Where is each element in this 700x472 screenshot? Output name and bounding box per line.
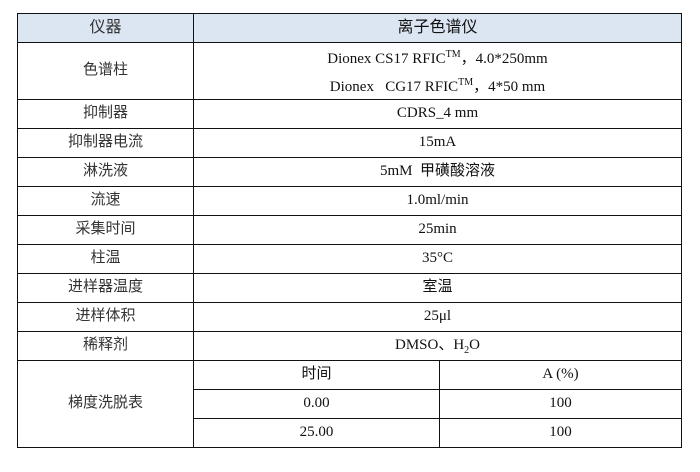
table-row: 流速 1.0ml/min	[17, 186, 682, 216]
gradient-header-time: 时间	[193, 360, 440, 390]
gradient-row: 0.00 100	[18, 389, 682, 419]
text: DMSO、H	[394, 336, 465, 353]
text: ，4*50 mm	[473, 79, 546, 95]
gradient-time: 0.00	[193, 389, 440, 419]
row-value: DMSO、H2O	[193, 331, 682, 361]
row-label: 抑制器	[17, 99, 194, 129]
gradient-a: 100	[439, 418, 682, 448]
row-value: 5mM 甲磺酸溶液	[193, 157, 682, 187]
row-label: 柱温	[17, 244, 194, 274]
row-value: 15mA	[193, 128, 682, 158]
text: ，4.0*250mm	[460, 51, 548, 67]
table-row: 淋洗液 5mM 甲磺酸溶液	[17, 157, 682, 187]
row-label: 流速	[17, 186, 194, 216]
subscript: 2	[464, 344, 470, 356]
table-row: 柱温 35°C	[17, 244, 682, 274]
table-row: 色谱柱 Dionex CS17 RFICTM，4.0*250mm Dionex …	[17, 42, 682, 100]
table-row: 稀释剂 DMSO、H2O	[17, 331, 682, 361]
header-label: 仪器	[17, 13, 194, 43]
gradient-row: 25.00 100	[18, 418, 682, 448]
row-value: 1.0ml/min	[193, 186, 682, 216]
table-row: 抑制器电流 15mA	[17, 128, 682, 158]
row-value: CDRS_4 mm	[193, 99, 682, 129]
column-line-2: Dionex CG17 RFICTM，4*50 mm	[194, 71, 681, 99]
text: Dionex CG17 RFIC	[329, 79, 459, 95]
table-row: 采集时间 25min	[17, 215, 682, 245]
trademark: TM	[458, 77, 474, 88]
row-label: 抑制器电流	[17, 128, 194, 158]
instrument-parameters-table: 仪器 离子色谱仪 色谱柱 Dionex CS17 RFICTM，4.0*250m…	[17, 13, 682, 448]
row-label: 梯度洗脱表	[17, 360, 194, 448]
gradient-time: 25.00	[193, 418, 440, 448]
row-label: 色谱柱	[17, 42, 194, 100]
row-value: 25min	[193, 215, 682, 245]
table-row: 进样体积 25μl	[17, 302, 682, 332]
row-label: 稀释剂	[17, 331, 194, 361]
row-value: Dionex CS17 RFICTM，4.0*250mm Dionex CG17…	[193, 42, 682, 100]
column-line-1: Dionex CS17 RFICTM，4.0*250mm	[194, 43, 681, 71]
row-value: 室温	[193, 273, 682, 303]
header-value: 离子色谱仪	[193, 13, 682, 43]
gradient-header-a: A (%)	[439, 360, 682, 390]
row-value: 25μl	[193, 302, 682, 332]
gradient-a: 100	[439, 389, 682, 419]
row-value: 35°C	[193, 244, 682, 274]
row-label: 淋洗液	[17, 157, 194, 187]
row-label: 进样器温度	[17, 273, 194, 303]
table-row: 抑制器 CDRS_4 mm	[17, 99, 682, 129]
table-row: 进样器温度 室温	[17, 273, 682, 303]
text: Dionex CS17 RFIC	[327, 51, 446, 67]
text: O	[469, 336, 481, 353]
gradient-header-row: 梯度洗脱表 时间 A (%)	[17, 360, 682, 448]
trademark: TM	[445, 49, 461, 60]
header-row: 仪器 离子色谱仪	[17, 13, 682, 43]
row-label: 采集时间	[17, 215, 194, 245]
row-label: 进样体积	[17, 302, 194, 332]
